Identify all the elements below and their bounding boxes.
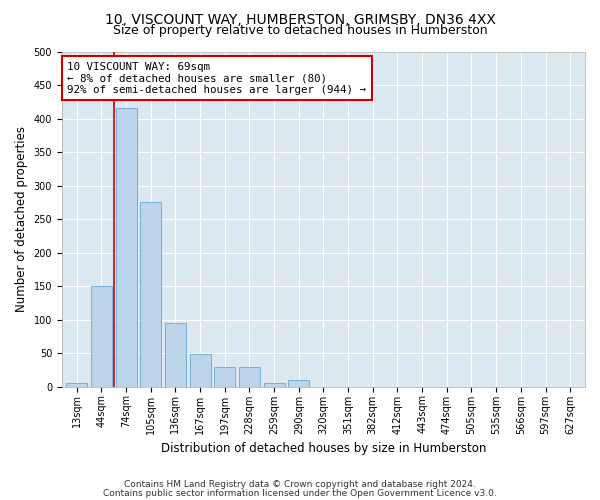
Bar [116,108,137,386]
Y-axis label: Number of detached properties: Number of detached properties [15,126,28,312]
Bar [165,323,186,386]
Bar [239,366,260,386]
Text: Contains HM Land Registry data © Crown copyright and database right 2024.: Contains HM Land Registry data © Crown c… [124,480,476,489]
Text: 10 VISCOUNT WAY: 69sqm
← 8% of detached houses are smaller (80)
92% of semi-deta: 10 VISCOUNT WAY: 69sqm ← 8% of detached … [67,62,366,95]
X-axis label: Distribution of detached houses by size in Humberston: Distribution of detached houses by size … [161,442,486,455]
Text: Contains public sector information licensed under the Open Government Licence v3: Contains public sector information licen… [103,488,497,498]
Bar [288,380,309,386]
Bar [190,354,211,386]
Bar [91,286,112,386]
Bar [214,366,235,386]
Text: 10, VISCOUNT WAY, HUMBERSTON, GRIMSBY, DN36 4XX: 10, VISCOUNT WAY, HUMBERSTON, GRIMSBY, D… [104,12,496,26]
Bar [66,384,87,386]
Text: Size of property relative to detached houses in Humberston: Size of property relative to detached ho… [113,24,487,37]
Bar [140,202,161,386]
Bar [263,384,284,386]
